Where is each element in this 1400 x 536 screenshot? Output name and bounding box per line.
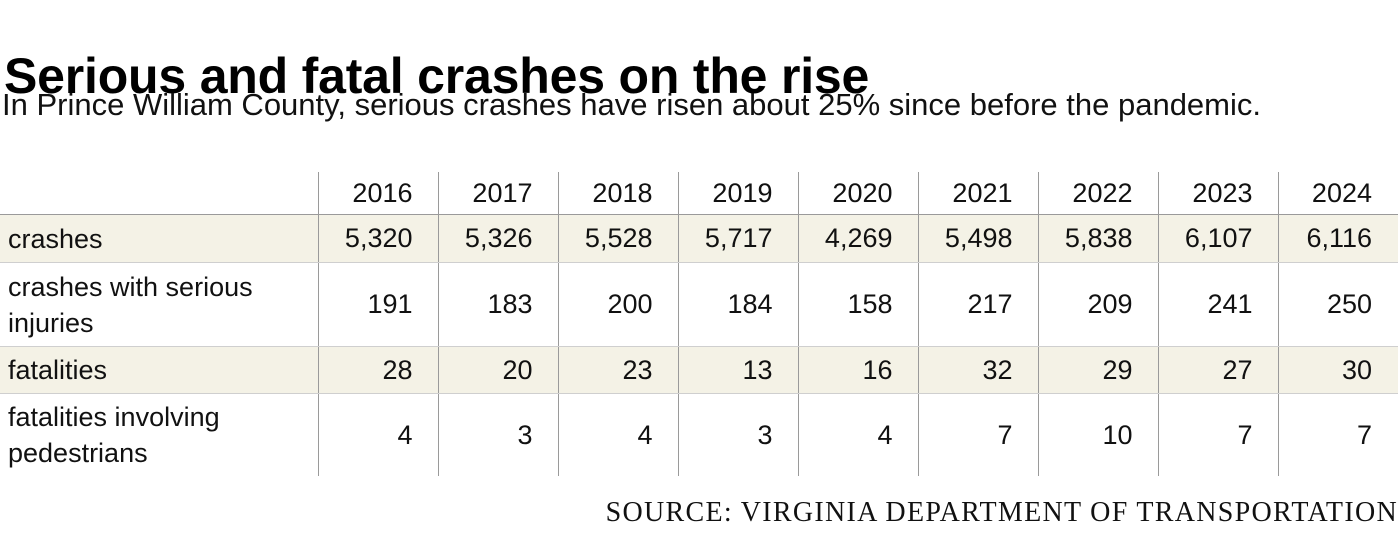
row-label: fatalities	[0, 346, 318, 394]
table-cell: 30	[1277, 346, 1398, 394]
table-cell: 5,717	[677, 214, 798, 263]
table-cell: 5,838	[1037, 214, 1158, 263]
table-cell: 217	[917, 262, 1038, 347]
table-row-serious-injuries: crashes with serious injuries 191 183 20…	[0, 262, 1398, 347]
row-label: fatalities involving pedestrians	[8, 402, 220, 468]
table-cell: 241	[1157, 262, 1278, 347]
column-header-2017: 2017	[437, 172, 558, 215]
table-cell: 5,320	[317, 214, 438, 263]
table-cell: 5,326	[437, 214, 558, 263]
table-cell: 7	[917, 393, 1038, 476]
table-cell: 20	[437, 346, 558, 394]
table-cell: 13	[677, 346, 798, 394]
row-label: crashes	[0, 214, 318, 263]
row-label: crashes with serious injuries	[0, 262, 318, 347]
column-header-2020: 2020	[797, 172, 918, 215]
data-table: 2016 2017 2018 2019 2020 2021 2022 2023 …	[0, 172, 1398, 476]
chart-title: Serious and fatal crashes on the rise	[4, 47, 870, 104]
column-header-2018: 2018	[557, 172, 678, 215]
table-cell: 5,528	[557, 214, 678, 263]
column-header-2019: 2019	[677, 172, 798, 215]
table-cell: 184	[677, 262, 798, 347]
table-cell: 32	[917, 346, 1038, 394]
table-cell: 3	[677, 393, 798, 476]
table-cell: 23	[557, 346, 678, 394]
table-cell: 200	[557, 262, 678, 347]
table-cell: 10	[1037, 393, 1158, 476]
table-cell: 5,498	[917, 214, 1038, 263]
table-row-crashes: crashes 5,320 5,326 5,528 5,717 4,269 5,…	[0, 214, 1398, 263]
table-cell: 7	[1157, 393, 1278, 476]
column-header-2024: 2024	[1277, 172, 1398, 215]
table-cell: 28	[317, 346, 438, 394]
table-cell: 191	[317, 262, 438, 347]
table-cell: 16	[797, 346, 918, 394]
table-row-fatalities: fatalities 28 20 23 13 16 32 29 27 30	[0, 346, 1398, 394]
table-cell: 6,116	[1277, 214, 1398, 263]
column-header-2022: 2022	[1037, 172, 1158, 215]
table-cell: 7	[1277, 393, 1398, 476]
column-header-2023: 2023	[1157, 172, 1278, 215]
table-cell: 158	[797, 262, 918, 347]
table-cell: 183	[437, 262, 558, 347]
table-cell: 4	[797, 393, 918, 476]
source-note: SOURCE: VIRGINIA DEPARTMENT OF TRANSPORT…	[605, 497, 1398, 528]
chart-subtitle: In Prince William County, serious crashe…	[2, 87, 1261, 122]
table-row-pedestrian-fatalities: fatalities involving pedestrians 4 3 4 3…	[0, 393, 1398, 476]
table-cell: 3	[437, 393, 558, 476]
table-cell: 4,269	[797, 214, 918, 263]
table-cell: 27	[1157, 346, 1278, 394]
table-cell: 4	[557, 393, 678, 476]
table-cell: 250	[1277, 262, 1398, 347]
column-header-2016: 2016	[317, 172, 438, 215]
table-cell: 209	[1037, 262, 1158, 347]
table-cell: 6,107	[1157, 214, 1278, 263]
header-corner	[0, 172, 318, 215]
table-cell: 4	[317, 393, 438, 476]
table-cell: 29	[1037, 346, 1158, 394]
header-row: 2016 2017 2018 2019 2020 2021 2022 2023 …	[0, 172, 1398, 215]
column-header-2021: 2021	[917, 172, 1038, 215]
